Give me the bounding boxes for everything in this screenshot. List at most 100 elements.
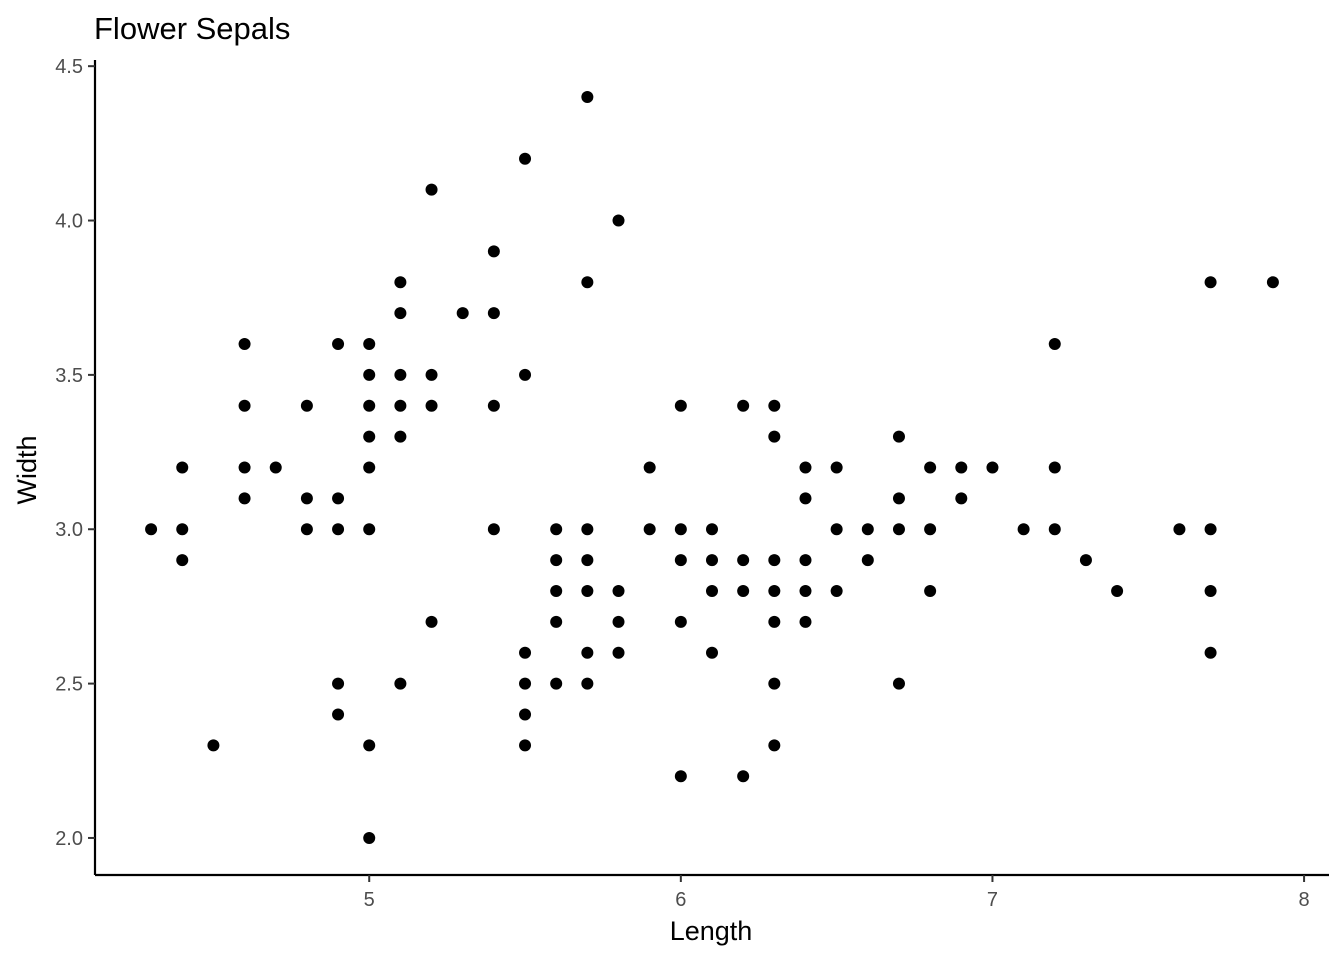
x-tick-label: 5 (364, 889, 375, 911)
data-point (581, 677, 594, 690)
y-axis-title: Width (12, 435, 42, 504)
data-point (643, 523, 656, 536)
data-point (799, 615, 812, 628)
data-point (332, 677, 345, 690)
y-ticks: 2.0 2.5 3.0 3.5 4.0 4.5 (55, 56, 95, 850)
data-point (487, 523, 500, 536)
data-point (363, 739, 376, 752)
data-point (1048, 523, 1061, 536)
data-point (861, 523, 874, 536)
data-point (238, 399, 251, 412)
data-point (955, 461, 968, 474)
data-point (550, 677, 563, 690)
points-layer (145, 91, 1279, 844)
data-point (581, 584, 594, 597)
data-point (799, 492, 812, 505)
data-point (176, 461, 189, 474)
data-point (581, 276, 594, 289)
data-point (363, 368, 376, 381)
data-point (924, 584, 937, 597)
data-point (706, 646, 718, 659)
data-point (487, 245, 500, 258)
data-point (176, 523, 189, 536)
data-point (1204, 276, 1217, 289)
data-point (550, 523, 563, 536)
y-tick-label: 4.0 (55, 211, 83, 233)
data-point (519, 646, 532, 659)
data-point (394, 276, 407, 289)
data-point (550, 615, 563, 628)
data-point (737, 770, 750, 783)
x-ticks: 5 6 7 8 (364, 875, 1310, 911)
data-point (425, 615, 438, 628)
data-point (706, 554, 718, 567)
data-point (737, 399, 750, 412)
data-point (363, 461, 376, 474)
data-point (332, 523, 345, 536)
data-point (363, 399, 376, 412)
data-point (706, 523, 718, 536)
data-point (425, 368, 438, 381)
data-point (737, 584, 750, 597)
data-point (768, 677, 781, 690)
data-point (892, 430, 905, 443)
data-point (363, 523, 376, 536)
data-point (176, 554, 189, 567)
data-point (1204, 646, 1217, 659)
data-point (425, 399, 438, 412)
data-point (519, 739, 532, 752)
data-point (332, 338, 345, 351)
x-tick-label: 7 (987, 889, 998, 911)
y-tick-label: 2.5 (55, 674, 83, 696)
data-point (1204, 584, 1217, 597)
y-tick-label: 3.0 (55, 519, 83, 541)
data-point (519, 677, 532, 690)
data-point (425, 183, 438, 196)
data-point (737, 554, 750, 567)
data-point (768, 399, 781, 412)
data-point (892, 492, 905, 505)
data-point (394, 677, 407, 690)
data-point (830, 461, 843, 474)
data-point (269, 461, 282, 474)
data-point (238, 338, 251, 351)
data-point (550, 584, 563, 597)
data-point (768, 584, 781, 597)
axes-layer (93, 60, 1329, 877)
x-axis-title: Length (670, 916, 753, 946)
data-point (1204, 523, 1217, 536)
y-tick-label: 2.0 (55, 828, 83, 850)
data-point (924, 523, 937, 536)
data-point (300, 492, 313, 505)
data-point (581, 646, 594, 659)
data-point (799, 461, 812, 474)
data-point (487, 399, 500, 412)
data-point (238, 461, 251, 474)
data-point (394, 430, 407, 443)
data-point (799, 584, 812, 597)
data-point (207, 739, 220, 752)
data-point (643, 461, 656, 474)
data-point (300, 523, 313, 536)
data-point (1266, 276, 1279, 289)
data-point (612, 615, 625, 628)
data-point (238, 492, 251, 505)
data-point (955, 492, 968, 505)
data-point (332, 492, 345, 505)
data-point (924, 461, 937, 474)
data-point (892, 677, 905, 690)
data-point (674, 554, 687, 567)
y-tick-label: 4.5 (55, 56, 83, 78)
data-point (519, 708, 532, 721)
data-point (674, 523, 687, 536)
data-point (1017, 523, 1030, 536)
data-point (363, 831, 376, 844)
data-point (581, 91, 594, 104)
data-point (300, 399, 313, 412)
data-point (612, 646, 625, 659)
data-point (487, 307, 500, 320)
data-point (861, 554, 874, 567)
data-point (332, 708, 345, 721)
